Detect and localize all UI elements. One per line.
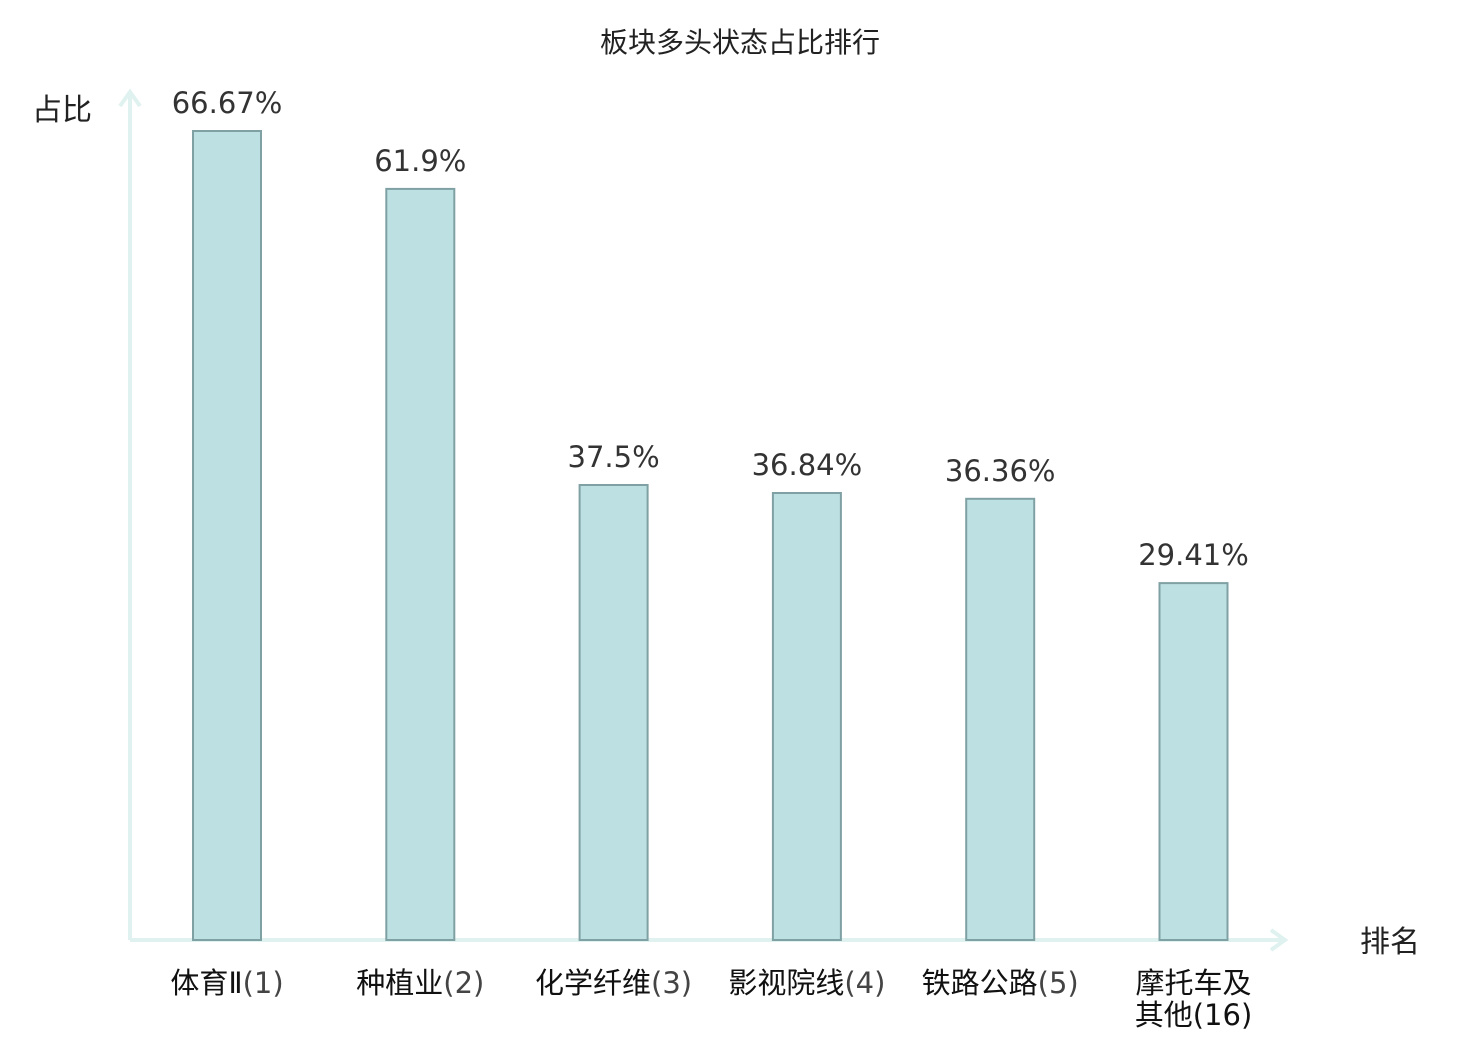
category-label-5: 铁路公路(5) (922, 966, 1079, 1000)
value-label-6: 29.41% (1138, 538, 1249, 572)
y-axis-title: 占比 (32, 93, 92, 128)
bar-4 (771, 492, 842, 941)
value-label-1: 66.67% (172, 86, 283, 120)
bar-series (192, 130, 1229, 941)
category-label-3: 化学纤维(3) (535, 966, 692, 1000)
y-axis-arrow-icon (118, 88, 142, 108)
category-labels: 体育Ⅱ(1) 种植业(2) 化学纤维(3) 影视院线(4) 铁路公路(5) 摩托车及其他(… (170, 966, 1252, 1032)
category-label-4: 影视院线(4) (728, 966, 885, 1000)
x-axis-title: 排名 (1360, 925, 1420, 960)
category-label-6: 摩托车及其他(16) (1135, 966, 1253, 1032)
value-labels: 66.67% 61.9% 37.5% 36.84% 36.36% 29.41% (172, 86, 1249, 572)
bar-6 (1158, 582, 1229, 941)
bar-5 (965, 497, 1036, 941)
chart-title: 板块多头状态占比排行 (600, 26, 880, 59)
category-label-2: 种植业(2) (356, 966, 484, 1000)
bar-2 (385, 187, 456, 941)
value-label-4: 36.84% (752, 448, 863, 482)
x-axis-arrow-icon (1269, 928, 1289, 952)
value-label-2: 61.9% (374, 144, 466, 178)
category-label-1: 体育Ⅱ(1) (170, 966, 283, 1000)
value-label-3: 37.5% (568, 440, 660, 474)
value-label-5: 36.36% (945, 454, 1056, 488)
bar-3 (578, 484, 649, 941)
bar-1 (192, 130, 262, 941)
